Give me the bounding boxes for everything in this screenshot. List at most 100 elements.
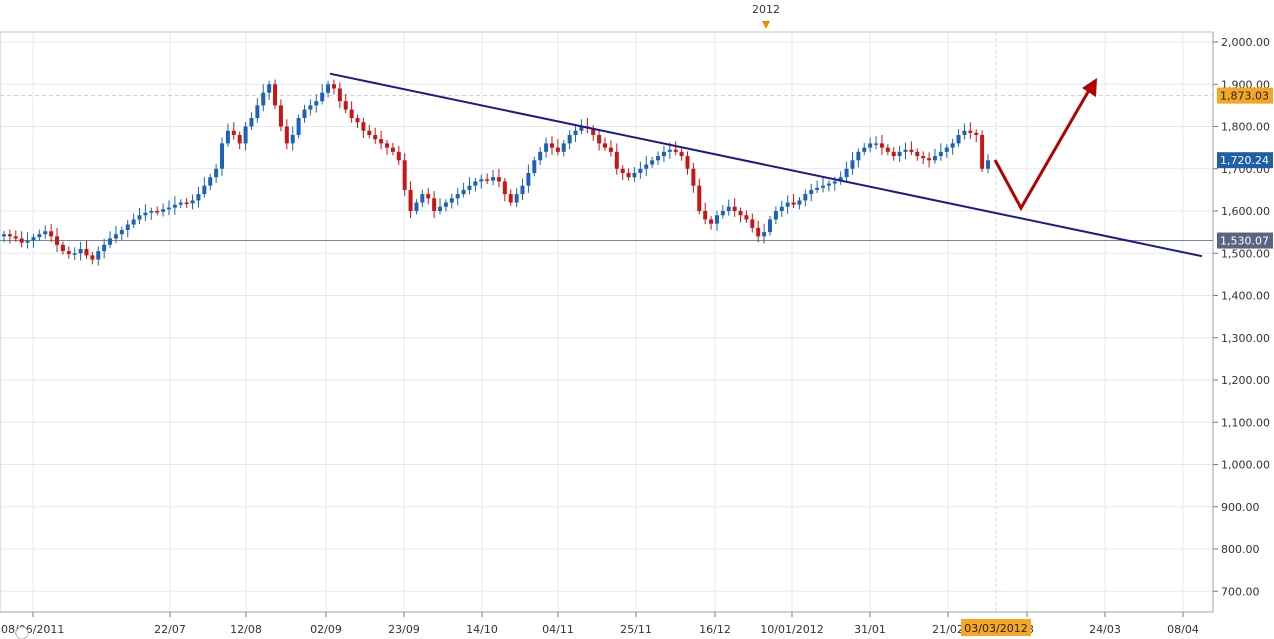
candle-body bbox=[220, 143, 225, 169]
candle-body bbox=[149, 211, 154, 213]
x-tick-label: 23/09 bbox=[388, 623, 420, 636]
candle-body bbox=[208, 177, 213, 186]
candle-body bbox=[361, 122, 366, 131]
candle-body bbox=[390, 147, 395, 152]
x-tick-label: 08/06/2011 bbox=[1, 623, 64, 636]
price-tag bbox=[1217, 87, 1273, 104]
candle-body bbox=[944, 147, 949, 152]
candle-body bbox=[491, 177, 496, 181]
candle-body bbox=[862, 147, 867, 152]
candle-body bbox=[273, 84, 278, 106]
y-tick-label: 2,000.00 bbox=[1221, 36, 1270, 49]
candle-body bbox=[532, 160, 537, 173]
candle-body bbox=[785, 202, 790, 207]
candle-body bbox=[349, 109, 354, 119]
cursor-date-tag bbox=[961, 619, 1031, 636]
candle-body bbox=[113, 234, 118, 239]
x-tick-label: 14/10 bbox=[466, 623, 498, 636]
candle-body bbox=[502, 181, 507, 195]
candle-body bbox=[762, 232, 767, 237]
candle-body bbox=[467, 185, 472, 190]
candle-body bbox=[102, 244, 107, 252]
x-tick-label: 04/11 bbox=[542, 623, 574, 636]
candle-body bbox=[420, 194, 425, 203]
y-tick-label: 1,100.00 bbox=[1221, 416, 1270, 429]
candle-body bbox=[520, 185, 525, 195]
candle-body bbox=[538, 151, 543, 161]
candle-body bbox=[644, 164, 649, 169]
candle-body bbox=[962, 130, 967, 135]
candle-body bbox=[650, 160, 655, 165]
candle-body bbox=[49, 231, 54, 237]
candle-body bbox=[479, 179, 484, 182]
y-tick-label: 1,000.00 bbox=[1221, 459, 1270, 472]
plot-area bbox=[0, 31, 1214, 613]
candle-body bbox=[7, 234, 12, 237]
candle-body bbox=[791, 202, 796, 205]
candle-body bbox=[108, 238, 113, 245]
candle-body bbox=[267, 84, 272, 93]
candle-body bbox=[66, 251, 71, 255]
x-tick-label: 25/11 bbox=[620, 623, 652, 636]
candle-body bbox=[809, 189, 814, 195]
candle-body bbox=[119, 230, 124, 235]
candle-body bbox=[355, 118, 360, 123]
candle-body bbox=[744, 215, 749, 220]
candle-body bbox=[750, 219, 755, 228]
candle-body bbox=[331, 84, 336, 89]
candle-body bbox=[432, 198, 437, 211]
candle-body bbox=[90, 255, 95, 260]
candle-body bbox=[597, 134, 602, 144]
candle-body bbox=[797, 200, 802, 205]
candle-body bbox=[25, 240, 30, 243]
candle-body bbox=[31, 237, 36, 241]
candle-body bbox=[850, 160, 855, 169]
candle-body bbox=[78, 249, 83, 254]
candle-body bbox=[55, 236, 60, 245]
candle-body bbox=[773, 211, 778, 220]
candle-body bbox=[579, 126, 584, 131]
candle-body bbox=[626, 172, 631, 178]
candle-body bbox=[909, 149, 914, 152]
candle-body bbox=[868, 143, 873, 148]
candle-body bbox=[13, 236, 18, 239]
candle-body bbox=[443, 202, 448, 207]
candle-body bbox=[738, 211, 743, 216]
candle-body bbox=[137, 215, 142, 220]
candle-body bbox=[974, 132, 979, 135]
candle-body bbox=[449, 198, 454, 203]
candle-body bbox=[161, 209, 166, 212]
candle-body bbox=[679, 151, 684, 157]
candle-body bbox=[555, 147, 560, 152]
candle-body bbox=[561, 143, 566, 152]
candle-body bbox=[514, 194, 519, 203]
candle-body bbox=[337, 88, 342, 102]
year-marker-label: 2012 bbox=[752, 3, 780, 16]
projection-arrow-path bbox=[993, 84, 1094, 212]
candle-body bbox=[874, 143, 879, 145]
candle-body bbox=[897, 151, 902, 157]
candle-body bbox=[408, 189, 413, 211]
x-tick-label: 12/08 bbox=[230, 623, 262, 636]
candle-body bbox=[691, 168, 696, 186]
candle-body bbox=[455, 194, 460, 199]
candle-body bbox=[473, 181, 478, 186]
candle-body bbox=[767, 219, 772, 233]
candle-body bbox=[172, 204, 177, 208]
candle-body bbox=[231, 130, 236, 135]
y-tick-label: 1,200.00 bbox=[1221, 374, 1270, 387]
candle-body bbox=[143, 212, 148, 216]
candle-body bbox=[2, 234, 6, 237]
candle-body bbox=[803, 194, 808, 201]
candle-body bbox=[821, 185, 826, 188]
candle-body bbox=[508, 194, 513, 203]
y-tick-label: 800.00 bbox=[1221, 543, 1260, 556]
price-tag bbox=[1217, 152, 1273, 169]
candle-body bbox=[673, 149, 678, 152]
candle-body bbox=[43, 231, 48, 235]
candle-body bbox=[284, 126, 289, 144]
candle-body bbox=[308, 105, 313, 110]
candle-body bbox=[278, 105, 283, 127]
